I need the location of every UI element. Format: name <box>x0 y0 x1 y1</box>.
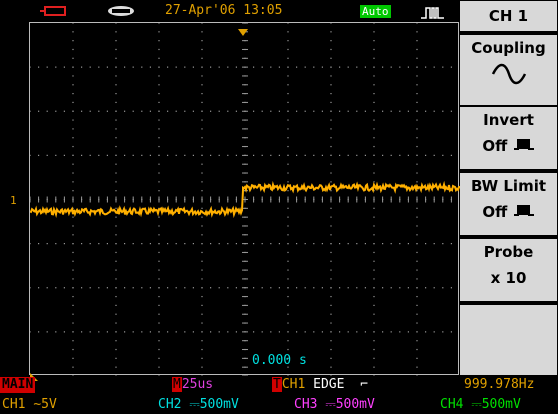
trigger-position-marker[interactable] <box>238 22 248 41</box>
trigger-readout[interactable]: TCH1 EDGE ⌐ <box>272 377 369 392</box>
trigger-source: CH1 <box>281 377 306 392</box>
ch1-readout[interactable]: CH1 ∼5V <box>2 397 57 412</box>
invert-button[interactable]: Invert Off <box>460 107 557 169</box>
acquire-mode-badge: Auto <box>360 5 391 18</box>
probe-value: x 10 <box>490 269 527 287</box>
trigger-waveform-icon <box>420 5 446 24</box>
time-offset-readout: 0.000 s <box>252 353 307 368</box>
toggle-off-icon <box>513 203 535 221</box>
timebase-readout[interactable]: M25us <box>172 377 214 392</box>
menu-title: CH 1 <box>460 1 557 31</box>
probe-button[interactable]: Probe x 10 <box>460 239 557 301</box>
empty-menu-slot[interactable] <box>460 305 557 375</box>
bw-limit-label: BW Limit <box>470 177 547 195</box>
status-bar: 27-Apr'06 13:05 Auto <box>0 0 460 22</box>
coupling-button[interactable]: Coupling <box>460 35 557 105</box>
invert-label: Invert <box>483 111 534 129</box>
datetime: 27-Apr'06 13:05 <box>165 3 283 18</box>
usb-icon <box>106 4 136 26</box>
invert-value: Off <box>482 137 508 155</box>
run-stop-icon <box>40 6 66 16</box>
ch1-ground-marker[interactable]: 1 <box>10 194 17 207</box>
probe-label: Probe <box>483 243 534 261</box>
rising-edge-icon: ⌐ <box>360 377 369 392</box>
ch2-readout[interactable]: CH2 ⎓500mV <box>158 397 239 412</box>
trigger-type: EDGE <box>313 377 345 392</box>
ch1-trace <box>30 180 460 219</box>
toggle-off-icon <box>513 137 535 155</box>
ch4-readout[interactable]: CH4 ⎓500mV <box>440 397 521 412</box>
main-timebase-tag: MAIN <box>0 377 36 393</box>
graticule <box>30 23 460 376</box>
bw-limit-button[interactable]: BW Limit Off <box>460 173 557 235</box>
frequency-readout: 999.978Hz <box>464 377 535 392</box>
ch3-readout[interactable]: CH3 ⎓500mV <box>294 397 375 412</box>
ac-coupling-icon <box>460 63 557 89</box>
timebase-value: 25us <box>181 377 214 392</box>
channel-menu: CH 1 Coupling Invert Off BW Limit Off Pr… <box>459 0 558 375</box>
waveform-display: 0.000 s <box>29 22 460 376</box>
bw-limit-value: Off <box>482 203 508 221</box>
coupling-label: Coupling <box>471 39 546 57</box>
